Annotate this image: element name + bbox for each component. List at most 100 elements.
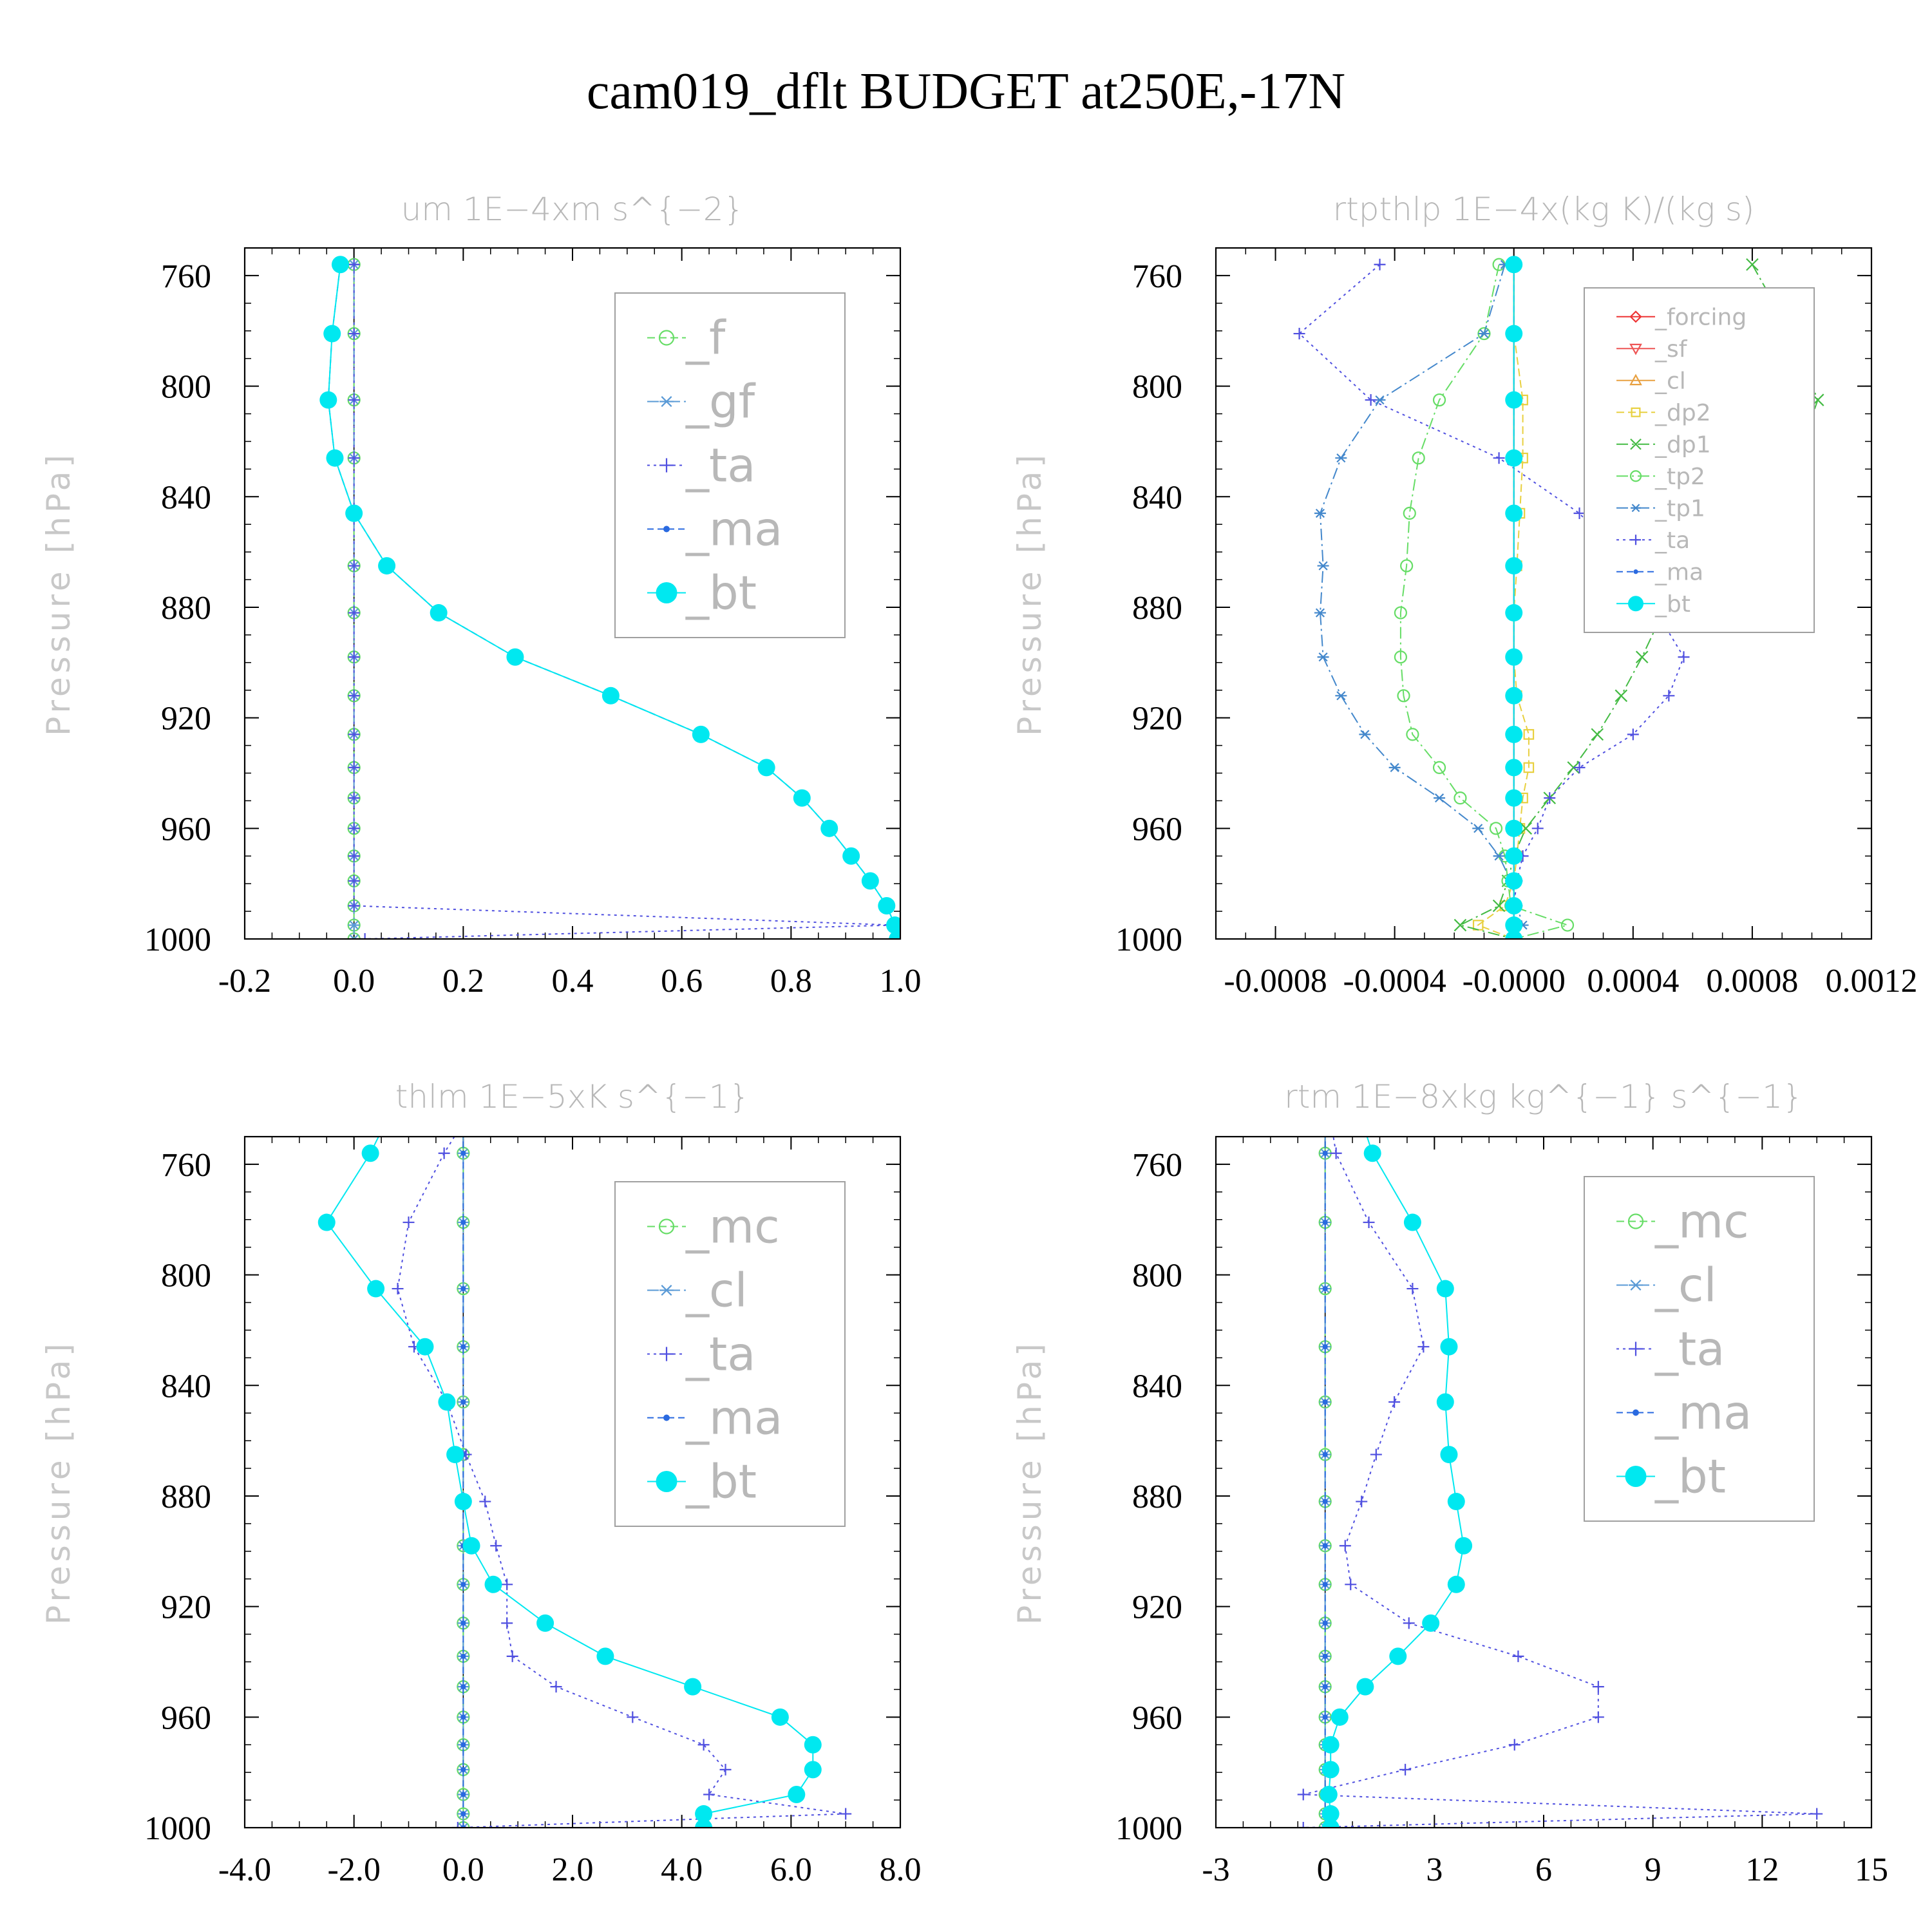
legend: _forcing _sf _cl _dp2 _dp1 _tp2 _tp1 _ta _ma _bt [1584,287,1815,633]
legend: _mc _cl _ta _ma _bt [614,1181,846,1527]
x-tick-label: 3 [1426,1852,1443,1888]
data-point [1321,1761,1340,1779]
chart-panel-4: rtm 1E−8xkg kg^{−1} s^{−1} Pressure [hPa]… [1011,1078,1888,1888]
data-point [1399,1763,1412,1776]
data-point [1436,1280,1454,1298]
data-point [348,920,360,930]
data-point [1434,793,1446,803]
legend-label: _tp1 [1654,495,1705,522]
legend-marker [1627,1213,1644,1229]
legend-label: _dp2 [1654,400,1711,426]
data-point [506,1650,518,1662]
data-point [460,1684,466,1690]
data-point [1322,1399,1328,1405]
data-point [348,822,360,835]
data-point [348,761,360,773]
data-point [1478,328,1490,339]
legend-marker [1629,374,1642,386]
data-point [348,792,360,804]
legend-entry: _f [647,311,726,365]
data-point [1365,394,1377,406]
data-point [1560,918,1575,932]
data-point [1573,507,1586,520]
data-point [1592,1681,1604,1693]
legend-marker [663,526,670,533]
series-line [1319,264,1524,939]
y-axis-label: Pressure [hPa] [1011,451,1048,736]
data-point [1322,1620,1328,1626]
legend-label: _bt [685,1455,757,1509]
legend-label: _f [685,311,726,365]
y-tick-label: 1000 [144,1810,211,1847]
data-point [1436,1393,1454,1411]
data-point [1335,453,1347,463]
data-point [1505,687,1523,705]
data-point [536,1614,554,1632]
data-point [695,1805,713,1823]
legend-box [1584,287,1815,633]
legend-label: _mc [1654,1195,1749,1249]
series-ta [1297,1137,1823,1828]
series-ma [460,1137,466,1828]
series-line [1477,264,1530,939]
series-bt [1320,1137,1473,1828]
legend-marker [1629,470,1642,482]
data-point [1592,1711,1604,1723]
chart-panel-2: rtpthlp 1E−4x(kg K)/(kg s) Pressure [hPa]… [1011,191,1918,999]
data-point [627,1711,639,1723]
legend-marker [1633,1409,1639,1416]
legend-box [614,292,846,638]
data-point [460,1582,466,1587]
legend-marker [659,396,674,407]
data-point [1397,689,1410,703]
legend-marker [1631,504,1641,513]
y-tick-label: 840 [161,1368,211,1405]
data-point [1505,789,1523,807]
x-tick-label: -2.0 [328,1852,381,1888]
legend-label: _dp1 [1654,431,1711,458]
y-tick-label: 840 [1132,1368,1182,1405]
data-point [1331,1708,1349,1726]
data-point [317,1213,336,1231]
y-tick-label: 960 [161,1700,211,1736]
data-point [1394,650,1407,664]
data-point [460,1286,466,1292]
data-point [1314,608,1326,618]
data-point [1505,930,1523,939]
data-point [479,1495,491,1508]
series-dp2 [1472,259,1535,939]
data-point [1322,1344,1328,1350]
data-point [703,1788,715,1801]
data-point [460,1792,466,1797]
legend-marker [658,330,675,346]
series-line [1328,1137,1464,1828]
data-point [430,604,448,622]
data-point [1321,1819,1340,1828]
data-point [460,1150,466,1156]
data-point [793,789,811,807]
data-point [457,1823,469,1828]
legend-label: _ma [685,502,782,556]
plot-area [317,1137,852,1828]
data-point [1417,1341,1430,1353]
x-tick-label: 12 [1745,1852,1779,1888]
y-tick-label: 760 [1132,1147,1182,1184]
y-tick-label: 960 [161,811,211,848]
data-point [820,819,838,837]
x-tick-label: -0.0000 [1463,963,1566,999]
legend: _mc _cl _ta _ma _bt [1584,1176,1815,1522]
data-point [1356,1495,1368,1508]
y-tick-label: 960 [1132,811,1182,848]
legend-label: _ta [1654,527,1690,554]
legend-label: _cl [1654,368,1686,394]
data-point [695,1819,713,1828]
data-point [1489,822,1503,835]
data-point [804,1761,822,1779]
data-point [840,1808,852,1820]
data-point [1322,1582,1328,1587]
y-tick-label: 800 [161,1258,211,1294]
data-point [1314,508,1326,518]
data-point [460,1653,466,1659]
data-point [1544,792,1556,804]
